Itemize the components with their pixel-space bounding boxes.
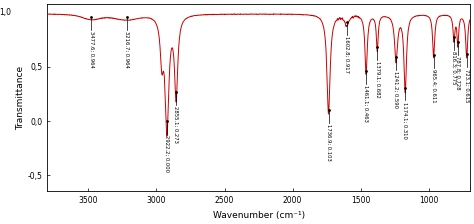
Text: 1602.8; 0.917: 1602.8; 0.917 — [344, 36, 349, 73]
Text: 1,0: 1,0 — [0, 8, 11, 17]
Text: 787.8; 0.728: 787.8; 0.728 — [456, 56, 460, 90]
Text: 1174.1; 0.310: 1174.1; 0.310 — [403, 101, 408, 138]
Text: 723.1; 0.615: 723.1; 0.615 — [464, 69, 469, 102]
Text: 1461.1; 0.463: 1461.1; 0.463 — [364, 85, 369, 122]
Y-axis label: Transmittance: Transmittance — [16, 66, 25, 130]
Text: 816.3; 0.775: 816.3; 0.775 — [451, 51, 456, 85]
Text: 1241.2; 0.590: 1241.2; 0.590 — [393, 71, 399, 108]
Text: 3216.7; 0.964: 3216.7; 0.964 — [124, 31, 129, 68]
Text: 2922.2; 0.000: 2922.2; 0.000 — [164, 135, 170, 172]
Text: 2855.1; 0.273: 2855.1; 0.273 — [173, 106, 179, 142]
Text: 3477.6; 0.964: 3477.6; 0.964 — [89, 31, 94, 68]
Text: 965.4; 0.611: 965.4; 0.611 — [431, 69, 436, 103]
Text: 1379.1; 0.682: 1379.1; 0.682 — [375, 61, 380, 98]
X-axis label: Wavenumber (cm⁻¹): Wavenumber (cm⁻¹) — [212, 211, 305, 220]
Text: 1736.9; 0.103: 1736.9; 0.103 — [326, 124, 331, 161]
